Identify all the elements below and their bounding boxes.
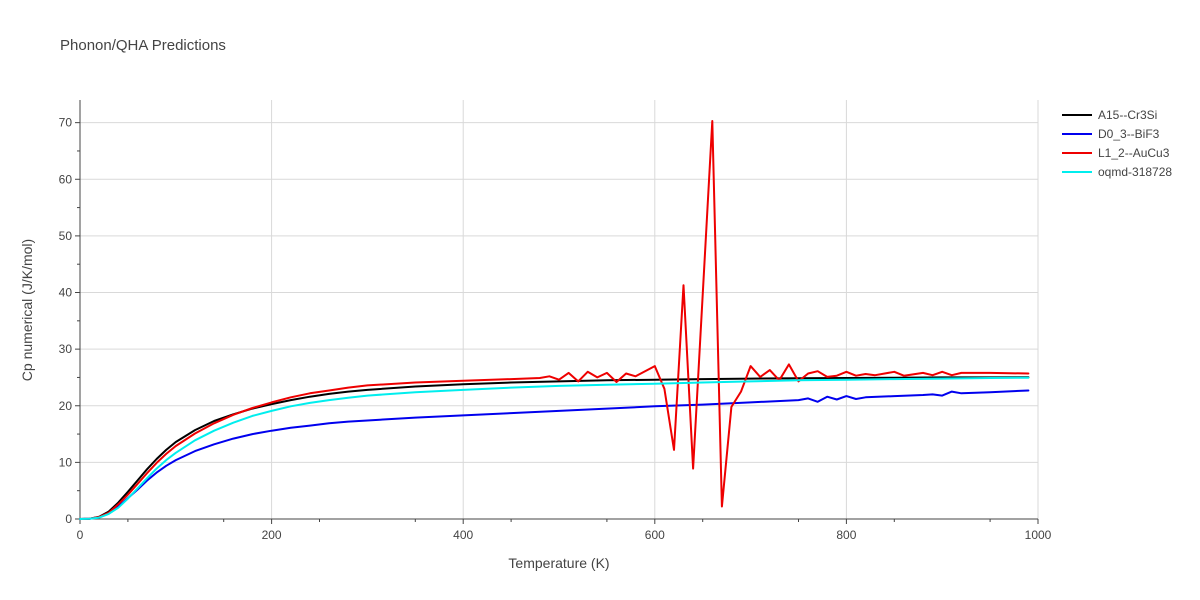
axes-layer: 0 200 400 600 800 1000 0 10 20 30 40 50 60 70 — [59, 100, 1052, 542]
series-line-l1-2-aucu3 — [79, 120, 1030, 520]
y-tick-label: 50 — [59, 229, 73, 243]
legend-item-a15-cr3si[interactable]: A15--Cr3Si — [1062, 108, 1157, 122]
x-tick-label: 400 — [453, 528, 473, 542]
y-axis-title: Cp numerical (J/K/mol) — [19, 239, 35, 381]
legend-label: oqmd-318728 — [1098, 165, 1172, 179]
y-tick-label: 40 — [59, 286, 73, 300]
series-line-d0-3-bif3 — [79, 389, 1030, 520]
legend-label: A15--Cr3Si — [1098, 108, 1157, 122]
legend-item-oqmd-318728[interactable]: oqmd-318728 — [1062, 165, 1172, 179]
legend-item-l1-2-aucu3[interactable]: L1_2--AuCu3 — [1062, 146, 1170, 160]
y-tick-label: 70 — [59, 116, 73, 130]
x-tick-label: 1000 — [1025, 528, 1052, 542]
y-tick-label: 30 — [59, 342, 73, 356]
series-layer — [79, 120, 1030, 520]
series-line-oqmd-318728 — [79, 376, 1030, 520]
y-tick-label: 20 — [59, 399, 73, 413]
legend-label: D0_3--BiF3 — [1098, 127, 1160, 141]
legend-item-d0-3-bif3[interactable]: D0_3--BiF3 — [1062, 127, 1160, 141]
x-axis-title: Temperature (K) — [508, 555, 609, 571]
x-tick-label: 600 — [645, 528, 665, 542]
x-tick-label: 0 — [77, 528, 84, 542]
y-tick-label: 0 — [65, 512, 72, 526]
series-line-a15-cr3si — [79, 376, 1030, 520]
x-tick-label: 200 — [262, 528, 282, 542]
y-tick-label: 10 — [59, 455, 73, 469]
legend-label: L1_2--AuCu3 — [1098, 146, 1170, 160]
y-tick-label: 60 — [59, 172, 73, 186]
chart-title: Phonon/QHA Predictions — [60, 37, 226, 54]
legend: A15--Cr3Si D0_3--BiF3 L1_2--AuCu3 oqmd-3187… — [1062, 108, 1172, 179]
x-tick-label: 800 — [836, 528, 856, 542]
grid-layer — [80, 100, 1039, 519]
